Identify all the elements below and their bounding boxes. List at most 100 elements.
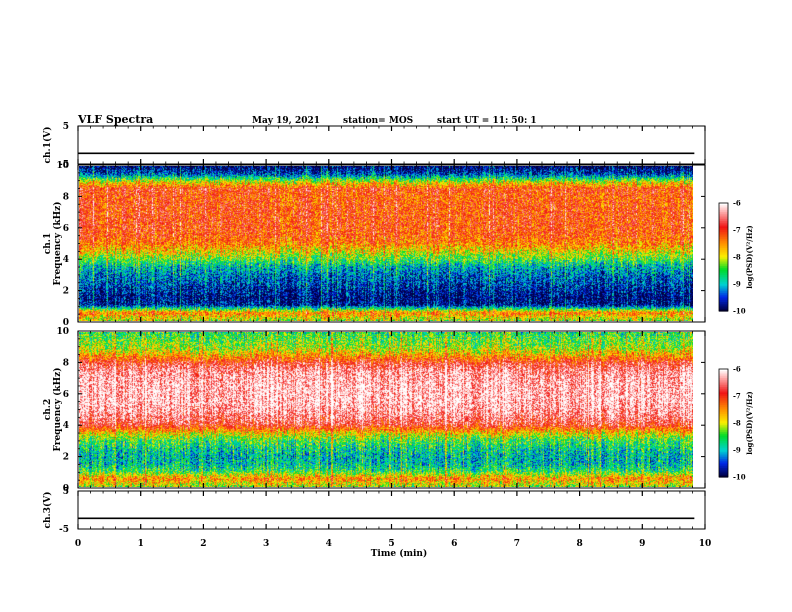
colorbar-swatch (719, 222, 728, 226)
colorbar-swatch (719, 464, 728, 467)
colorbar-swatch (719, 285, 728, 289)
colorbar-swatch (719, 450, 728, 453)
colorbar-swatch (719, 226, 728, 229)
colorbar-swatch (719, 230, 728, 233)
y-tick-label: 4 (63, 255, 69, 265)
colorbar-frame (718, 368, 729, 478)
colorbar-swatch (719, 284, 728, 287)
y-tick-label: -5 (59, 160, 69, 170)
colorbar-swatch (719, 439, 728, 442)
colorbar-tick-label: -10 (733, 307, 746, 316)
colorbar-swatch (719, 417, 728, 420)
colorbar-swatch (719, 412, 728, 415)
colorbar-swatch (719, 282, 728, 285)
colorbar-swatch (719, 442, 728, 446)
y-tick-label: 4 (63, 421, 69, 431)
y-tick-label: 0 (63, 484, 69, 494)
colorbar-swatch (719, 210, 728, 213)
x-tick-label: 5 (388, 539, 394, 549)
colorbars: -6 -7 -8 -9 -10 log(PSD)(V²/Hz) -6 -7 -8 -9 -10 log… (718, 199, 754, 482)
colorbar-frame (718, 202, 729, 312)
colorbar-swatch (719, 403, 728, 406)
colorbar-swatch (719, 383, 728, 386)
colorbar-swatch (719, 405, 728, 408)
colorbar-swatch (719, 410, 728, 413)
colorbar-swatch (719, 204, 728, 208)
colorbar-swatch (719, 459, 728, 462)
y-tick-label: 8 (63, 192, 69, 202)
colorbar-swatch (719, 421, 728, 424)
colorbar-swatch (719, 249, 728, 253)
colorbar-swatch (719, 251, 728, 254)
colorbar-swatch (719, 276, 728, 280)
start-time-label: start UT = 11: 50: 1 (437, 116, 537, 126)
colorbar-swatch (719, 414, 728, 417)
colorbar-swatch (719, 441, 728, 444)
colorbar-swatch (719, 291, 728, 294)
colorbar-swatch (719, 260, 728, 263)
x-tick-label: 9 (639, 539, 645, 549)
colorbar-swatch (719, 376, 728, 379)
colorbar-swatch (719, 378, 728, 381)
colorbar-swatch (719, 305, 728, 308)
colorbar-swatch (719, 231, 728, 235)
colorbar-swatch (719, 212, 728, 215)
x-tick-label: 3 (263, 539, 269, 549)
colorbar-swatch (719, 309, 728, 312)
colorbar-swatch (719, 235, 728, 238)
colorbar-swatch (719, 273, 728, 276)
colorbar-swatch (719, 280, 728, 283)
colorbar-swatch (719, 455, 728, 458)
colorbar-swatch (719, 233, 728, 236)
colorbar-swatch (719, 206, 728, 209)
colorbar-swatch (719, 446, 728, 449)
colorbar-swatch (719, 385, 728, 388)
colorbar-swatch (719, 396, 728, 399)
colorbar-swatch (719, 278, 728, 281)
colorbar-swatch (719, 303, 728, 307)
colorbar-swatch (719, 293, 728, 296)
colorbar-swatch (719, 208, 728, 211)
y-axis-title: ch.1 (43, 233, 53, 254)
colorbar-swatch (719, 253, 728, 256)
colorbar-swatch (719, 392, 728, 395)
colorbar-swatch (719, 264, 728, 267)
y-axis-title: Frequency (kHz) (52, 367, 63, 451)
figure-title: VLF Spectra (77, 113, 153, 126)
colorbar-swatch (719, 423, 728, 426)
colorbar-label: log(PSD)(V²/Hz) (745, 391, 754, 455)
colorbar-swatch (719, 221, 728, 224)
colorbar-swatch (719, 426, 728, 429)
colorbar-swatch (719, 399, 728, 402)
colorbar-tick-label: -8 (733, 419, 741, 428)
colorbar-swatch (719, 388, 728, 392)
colorbar-swatch (719, 296, 728, 299)
colorbar-swatch (719, 242, 728, 245)
colorbar-swatch (719, 432, 728, 435)
x-tick-label: 8 (576, 539, 582, 549)
x-tick-label: 7 (514, 539, 520, 549)
x-tick-label: 0 (75, 539, 81, 549)
colorbar-swatch (719, 262, 728, 265)
colorbar-swatch (719, 239, 728, 242)
colorbar-tick-label: -9 (733, 446, 741, 455)
colorbar-tick-label: -7 (733, 392, 741, 401)
colorbar-swatch (719, 267, 728, 271)
colorbar-swatch (719, 275, 728, 278)
y-axis-title: Frequency (kHz) (52, 201, 63, 285)
colorbar-label: log(PSD)(V²/Hz) (745, 225, 754, 289)
colorbar-swatch (719, 433, 728, 437)
y-tick-label: 5 (63, 122, 69, 132)
colorbar-swatch (719, 430, 728, 433)
colorbar-swatch (719, 219, 728, 222)
x-tick-label: 4 (326, 539, 332, 549)
colorbar-swatch (719, 462, 728, 465)
colorbar-swatch (719, 298, 728, 301)
axis-ticks (77, 125, 706, 530)
x-tick-label: 6 (451, 539, 457, 549)
colorbar-swatch (719, 266, 728, 269)
colorbar-swatch (719, 374, 728, 377)
colorbar-swatch (719, 287, 728, 290)
